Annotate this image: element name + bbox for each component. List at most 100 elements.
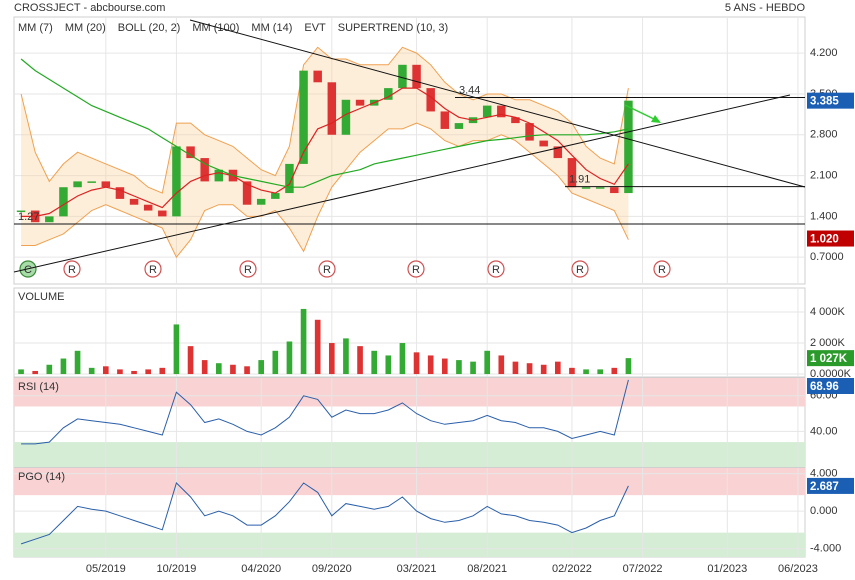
x-tick-label: 02/2022 [552, 563, 592, 575]
volume-bar [272, 350, 279, 375]
volume-bar [413, 352, 420, 375]
x-tick-label: 05/2019 [86, 563, 126, 575]
y-tick-label: 0.7000 [810, 251, 844, 263]
candle [158, 210, 167, 217]
candle [172, 146, 181, 217]
volume-bar [187, 346, 194, 375]
price-badge-label: 1.020 [810, 234, 839, 246]
volume-bar [385, 355, 392, 375]
candle [143, 204, 153, 211]
panel-background [13, 287, 806, 378]
event-marker [571, 260, 589, 278]
volume-bar [60, 358, 67, 375]
volume-bar [512, 361, 519, 375]
event-label: R [68, 264, 76, 276]
candle [186, 146, 195, 159]
bollinger-upper [20, 46, 629, 194]
event-marker [407, 260, 425, 278]
arrow-head [651, 115, 661, 123]
legend-entry: MM (20) [65, 22, 106, 34]
candle [581, 187, 591, 189]
period-label: 5 ANS - HEBDO [725, 2, 806, 14]
event-label: R [492, 264, 500, 276]
volume-bar [300, 308, 307, 375]
zone [14, 468, 805, 496]
event-label: R [576, 264, 584, 276]
volume-bar [145, 369, 152, 375]
price-badge-label: 2.687 [810, 481, 839, 493]
zone [14, 532, 805, 557]
candle [482, 105, 492, 118]
volume-bar [554, 361, 561, 375]
candle [101, 181, 111, 188]
volume-bar [159, 367, 166, 375]
price-badge [807, 230, 854, 247]
candle [16, 210, 26, 213]
page-title: CROSSJECT - abcbourse.com [14, 2, 165, 14]
y-tick-label: 2 000K [810, 337, 846, 349]
volume-bar [46, 364, 53, 375]
arrow [624, 104, 657, 121]
volume-bar [314, 319, 321, 375]
candle [610, 187, 619, 194]
y-tick-label: 4.000 [810, 468, 838, 480]
candle [200, 158, 209, 182]
candle [497, 105, 506, 118]
x-tick-label: 03/2021 [397, 563, 437, 575]
volume-bar [597, 369, 604, 375]
candle [398, 64, 407, 89]
level-label: 1.27 [18, 211, 39, 223]
volume-bar [371, 350, 378, 375]
volume-bar [357, 346, 363, 375]
event-label: R [149, 264, 157, 276]
volume-bar [32, 370, 39, 375]
legend-entry: SUPERTREND (10, 3) [338, 22, 448, 34]
candle [45, 216, 54, 223]
candle [242, 181, 252, 205]
volume-bar [484, 350, 491, 375]
price-badge-label: 68.96 [810, 381, 839, 393]
x-tick-label: 06/2023 [778, 563, 818, 575]
volume-bar [328, 343, 335, 375]
volume-bar [526, 363, 533, 375]
volume-bar [102, 366, 109, 375]
candle [129, 198, 139, 205]
volume-bar [18, 369, 24, 375]
volume-bar [201, 360, 208, 375]
volume-bar [230, 364, 236, 375]
level-label: 1.91 [569, 174, 590, 186]
event-label: R [244, 264, 252, 276]
panel-title: VOLUME [18, 291, 64, 303]
price-badge [807, 477, 854, 494]
y-tick-label: 0.0000K [810, 368, 852, 380]
y-tick-label: 4 000K [810, 306, 846, 318]
candle [511, 117, 520, 124]
volume-bar [456, 360, 462, 375]
legend-entry: MM (14) [251, 22, 292, 34]
candle [341, 99, 351, 135]
event-marker [144, 260, 162, 278]
volume-bar [74, 350, 81, 375]
candle [595, 187, 605, 189]
event-marker [487, 260, 505, 278]
candle [285, 163, 294, 194]
bollinger-lower [21, 122, 629, 259]
volume-bar [117, 369, 123, 375]
y-tick-label: -4.000 [810, 542, 841, 554]
y-tick-label: 2.800 [810, 129, 838, 141]
event-label: C [24, 264, 32, 276]
trendline [13, 94, 791, 273]
volume-bar [498, 355, 505, 375]
panel-title: PGO (14) [18, 471, 65, 483]
volume-bar [343, 338, 349, 375]
price-badge [807, 92, 854, 109]
moving-average [21, 87, 629, 217]
volume-bar [131, 370, 137, 375]
candle [313, 70, 322, 83]
volume-bar [470, 361, 476, 375]
volume-bar [258, 360, 265, 375]
volume-bar [286, 341, 293, 375]
candle [384, 88, 393, 100]
